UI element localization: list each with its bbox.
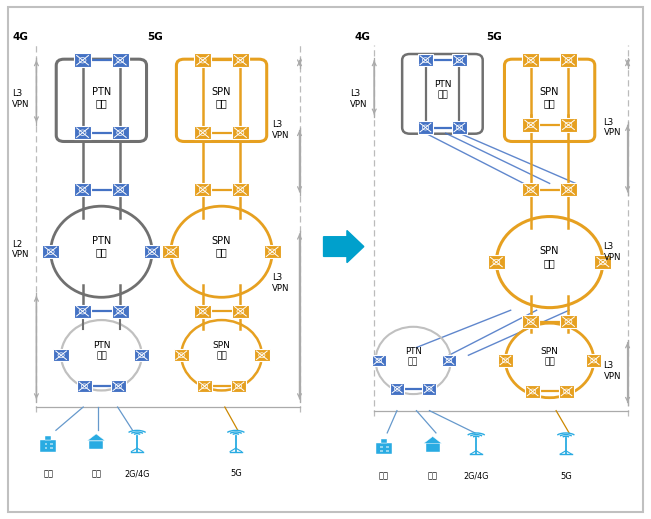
FancyBboxPatch shape (418, 54, 434, 66)
FancyBboxPatch shape (452, 121, 467, 134)
Bar (44, 443, 48, 445)
FancyBboxPatch shape (560, 53, 577, 67)
FancyArrow shape (324, 230, 364, 263)
FancyBboxPatch shape (74, 53, 91, 67)
FancyBboxPatch shape (559, 386, 574, 398)
Text: 2G/4G: 2G/4G (464, 472, 489, 481)
Bar (50, 447, 53, 449)
FancyBboxPatch shape (254, 349, 270, 361)
FancyBboxPatch shape (594, 255, 611, 269)
Bar (380, 450, 383, 452)
Bar (44, 447, 48, 449)
FancyBboxPatch shape (112, 183, 129, 196)
Text: PTN
接入: PTN 接入 (92, 342, 110, 361)
Text: L3
VPN: L3 VPN (12, 89, 30, 109)
FancyBboxPatch shape (112, 305, 129, 318)
FancyBboxPatch shape (112, 126, 129, 140)
Bar (89, 441, 104, 449)
FancyBboxPatch shape (232, 126, 249, 140)
FancyBboxPatch shape (522, 53, 539, 67)
Text: L3
VPN: L3 VPN (603, 242, 621, 262)
FancyBboxPatch shape (522, 315, 539, 329)
Text: SPN
接入: SPN 接入 (541, 347, 559, 366)
FancyBboxPatch shape (42, 245, 59, 258)
FancyBboxPatch shape (390, 383, 404, 394)
Bar (50, 443, 53, 445)
FancyBboxPatch shape (231, 380, 246, 392)
Text: L2
VPN: L2 VPN (12, 239, 30, 259)
FancyBboxPatch shape (194, 305, 211, 318)
FancyBboxPatch shape (372, 355, 386, 366)
Bar (386, 446, 389, 448)
FancyBboxPatch shape (8, 7, 643, 512)
FancyBboxPatch shape (422, 383, 436, 394)
Bar (381, 439, 387, 443)
FancyBboxPatch shape (232, 53, 249, 67)
FancyBboxPatch shape (452, 54, 467, 66)
FancyBboxPatch shape (232, 183, 249, 196)
Text: 家宽: 家宽 (428, 472, 437, 481)
FancyBboxPatch shape (522, 183, 539, 196)
FancyBboxPatch shape (77, 380, 92, 392)
FancyBboxPatch shape (418, 121, 434, 134)
FancyBboxPatch shape (560, 183, 577, 196)
Bar (40, 440, 56, 452)
Text: PTN
汇聚: PTN 汇聚 (92, 236, 111, 257)
Text: L3
VPN: L3 VPN (603, 118, 621, 137)
FancyBboxPatch shape (144, 245, 161, 258)
Bar (46, 436, 51, 440)
Text: 5G: 5G (147, 32, 163, 42)
FancyBboxPatch shape (488, 255, 505, 269)
Text: 4G: 4G (12, 32, 28, 42)
Bar (426, 443, 440, 452)
FancyBboxPatch shape (232, 305, 249, 318)
Text: PTN
接入: PTN 接入 (405, 347, 422, 366)
FancyBboxPatch shape (560, 118, 577, 132)
Bar (386, 450, 389, 452)
FancyBboxPatch shape (442, 355, 456, 366)
FancyBboxPatch shape (194, 183, 211, 196)
FancyBboxPatch shape (194, 126, 211, 140)
FancyBboxPatch shape (525, 386, 540, 398)
Text: SPN
汇聚: SPN 汇聚 (212, 236, 231, 257)
FancyBboxPatch shape (197, 380, 212, 392)
FancyBboxPatch shape (522, 118, 539, 132)
Text: 2G/4G: 2G/4G (124, 469, 150, 478)
FancyBboxPatch shape (74, 305, 91, 318)
Text: 集客: 集客 (43, 469, 53, 478)
Text: L3
VPN: L3 VPN (272, 120, 290, 140)
FancyBboxPatch shape (586, 354, 602, 366)
Bar (376, 443, 392, 454)
Text: 4G: 4G (355, 32, 370, 42)
Text: 家宽: 家宽 (91, 469, 101, 478)
FancyBboxPatch shape (174, 349, 189, 361)
Text: L3
VPN: L3 VPN (350, 89, 368, 109)
Text: 5G: 5G (560, 472, 572, 481)
FancyBboxPatch shape (560, 315, 577, 329)
Text: SPN
核心: SPN 核心 (212, 87, 231, 108)
Text: 5G: 5G (486, 32, 503, 42)
Text: 5G: 5G (230, 469, 242, 478)
FancyBboxPatch shape (74, 183, 91, 196)
FancyBboxPatch shape (112, 53, 129, 67)
Text: 集客: 集客 (379, 472, 389, 481)
Text: L3
VPN: L3 VPN (603, 361, 621, 380)
Text: SPN
汇聚: SPN 汇聚 (540, 246, 559, 268)
FancyBboxPatch shape (111, 380, 126, 392)
Text: SPN
核心: SPN 核心 (540, 87, 559, 108)
FancyBboxPatch shape (194, 53, 211, 67)
FancyBboxPatch shape (498, 354, 513, 366)
Bar (380, 446, 383, 448)
Text: PTN
核心: PTN 核心 (92, 87, 111, 108)
Text: SPN
接入: SPN 接入 (213, 342, 230, 361)
Polygon shape (424, 436, 441, 443)
FancyBboxPatch shape (134, 349, 149, 361)
FancyBboxPatch shape (53, 349, 69, 361)
Polygon shape (87, 434, 105, 441)
Text: PTN
核心: PTN 核心 (434, 80, 451, 100)
FancyBboxPatch shape (264, 245, 281, 258)
FancyBboxPatch shape (163, 245, 179, 258)
Text: L3
VPN: L3 VPN (272, 273, 290, 293)
FancyBboxPatch shape (74, 126, 91, 140)
